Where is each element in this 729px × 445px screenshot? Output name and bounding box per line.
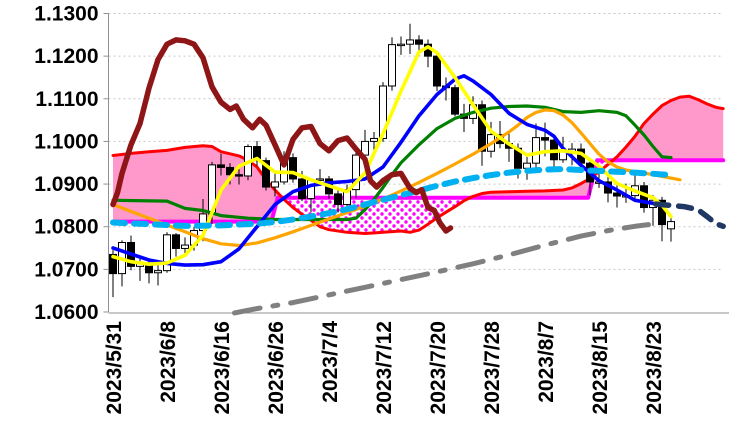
candle-body-up (271, 181, 279, 188)
axis-labels: 1.0600 1.0700 1.0800 1.0900 1.1000 1.1100 1.12… (34, 3, 666, 415)
candle-body-down (415, 39, 423, 45)
orange-ma (111, 108, 682, 248)
candle-body-up (388, 44, 396, 87)
candle-body-down (109, 253, 117, 275)
y-axis-label: 1.0700 (34, 258, 98, 281)
x-axis-label: 2023/7/4 (319, 321, 342, 403)
candle-body-up (523, 162, 531, 169)
candle-body-up (379, 85, 387, 139)
y-axis-label: 1.1100 (35, 88, 98, 111)
overlay-lines (110, 37, 726, 316)
candle-body-up (163, 234, 171, 272)
cloud-bearish-region (282, 197, 471, 234)
cyan-dashed-line (110, 166, 670, 229)
darkred-thick-line (110, 37, 454, 234)
candle-body-up (370, 137, 378, 142)
candle-body-down (334, 193, 342, 206)
x-axis-label: 2023/6/16 (211, 321, 234, 414)
candle-body-up (397, 43, 405, 47)
candle-body-down (541, 137, 549, 141)
candle-body-up (154, 270, 162, 274)
y-axis-label: 1.1000 (34, 130, 98, 153)
y-axis-label: 1.1200 (34, 45, 98, 68)
x-axis-label: 2023/8/7 (535, 321, 558, 403)
candle-body-down (613, 192, 621, 197)
x-axis-label: 2023/7/20 (427, 321, 450, 414)
x-axis-label: 2023/6/8 (157, 321, 180, 403)
x-axis-label: 2023/6/26 (265, 321, 288, 414)
x-axis-label: 2023/8/23 (643, 321, 666, 414)
y-axis-label: 1.0600 (34, 301, 98, 324)
candle-body-up (181, 244, 189, 249)
candle-body-down (262, 160, 270, 188)
blue-ma (111, 74, 655, 267)
gray-dashdot-ma (232, 222, 651, 316)
gridlines (103, 13, 729, 314)
candle-body-down (217, 164, 225, 168)
y-axis-label: 1.0900 (34, 173, 98, 196)
candle-body-up (361, 140, 369, 156)
candle-body-up (316, 178, 324, 181)
navy-dashed-line (652, 201, 726, 230)
candle-body-down (478, 104, 486, 152)
candle-body-up (667, 221, 675, 230)
candle-body-down (172, 234, 180, 249)
green-ma (111, 104, 673, 222)
candle-body-down (289, 157, 297, 180)
y-axis-label: 1.1300 (34, 3, 98, 26)
y-axis-label: 1.0800 (34, 216, 98, 239)
candle-body-up (406, 39, 414, 45)
x-axis-label: 2023/5/31 (103, 321, 126, 415)
candle-body-down (235, 174, 243, 177)
x-axis-label: 2023/8/15 (589, 321, 612, 415)
candle-body-up (307, 179, 315, 200)
x-axis-label: 2023/7/12 (373, 321, 396, 414)
candle-body-up (532, 137, 540, 164)
x-axis-label: 2023/7/28 (481, 321, 504, 415)
candle-body-up (352, 154, 360, 191)
cloud-bullish-region (613, 96, 724, 161)
yellow-ma (111, 44, 673, 267)
candle-body-down (433, 55, 441, 87)
candle-body-down (451, 87, 459, 115)
